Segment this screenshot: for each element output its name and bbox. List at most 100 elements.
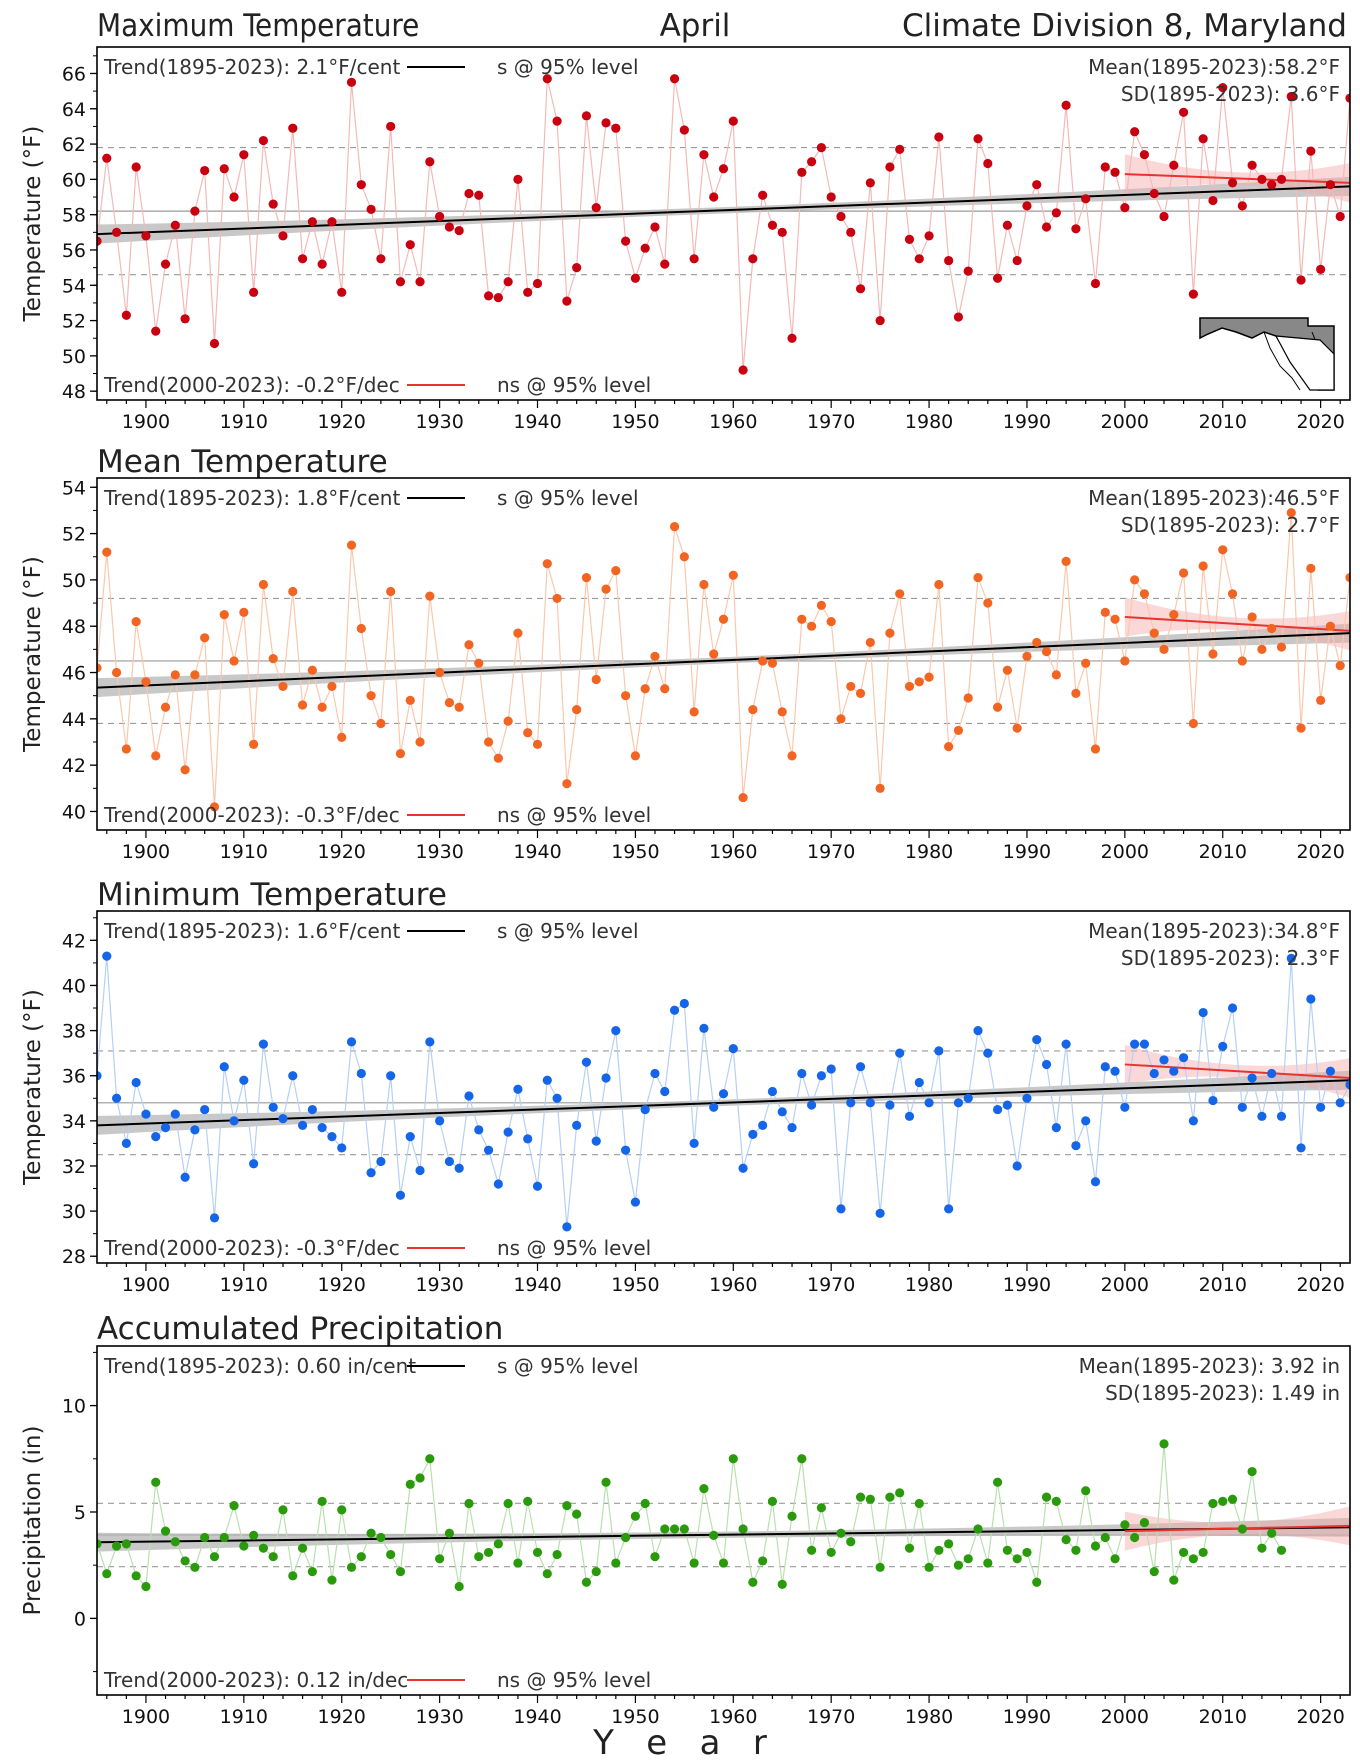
data-point: [111, 227, 122, 237]
data-point: [699, 150, 709, 160]
recent-trend-significance: ns @ 95% level: [497, 373, 651, 397]
data-point: [816, 143, 826, 153]
data-point: [1041, 222, 1052, 232]
data-point: [474, 1552, 484, 1562]
data-point: [102, 153, 112, 163]
data-point: [787, 1511, 797, 1521]
data-point: [386, 1071, 396, 1081]
data-point: [944, 742, 954, 752]
data-point: [297, 1120, 308, 1130]
data-point: [1041, 1059, 1052, 1070]
data-point: [601, 118, 611, 128]
data-point: [386, 586, 396, 597]
data-point: [523, 1496, 533, 1506]
x-tick-label: 1930: [415, 1706, 463, 1728]
data-point: [1335, 1098, 1345, 1108]
x-axis: 1900 1910 1920 1930 1940 1950 1960 1970 1980 1990…: [106, 1263, 1345, 1296]
data-point: [1130, 575, 1140, 585]
data-point: [601, 1477, 611, 1487]
x-tick-label: 2020: [1296, 1706, 1344, 1728]
data-point: [807, 1545, 817, 1555]
data-point: [435, 211, 445, 222]
data-point: [709, 192, 719, 202]
data-point: [1071, 1545, 1081, 1555]
data-point: [464, 640, 474, 650]
data-point: [1208, 1498, 1218, 1509]
data-point: [532, 1547, 543, 1558]
x-tick-label: 1980: [905, 1706, 953, 1728]
data-point: [454, 1163, 464, 1173]
y-tick-label: 56: [62, 240, 86, 262]
data-point: [1110, 1554, 1120, 1564]
data-point: [542, 1075, 552, 1085]
data-point: [914, 254, 924, 264]
plot-area: [97, 1439, 1350, 1592]
data-point: [356, 1552, 366, 1562]
data-point: [493, 1539, 503, 1549]
data-point: [572, 1120, 582, 1130]
x-tick-label: 1980: [905, 411, 953, 433]
data-point: [650, 1068, 660, 1079]
data-point: [317, 702, 327, 712]
y-axis: 40 42 44 46 48 50 52 54: [62, 477, 97, 823]
data-point: [1267, 623, 1277, 634]
data-point: [542, 1569, 552, 1579]
data-point: [1090, 278, 1101, 289]
data-point: [239, 607, 249, 617]
data-point: [621, 236, 631, 246]
data-point: [297, 254, 308, 264]
data-point: [1090, 744, 1101, 754]
data-point: [846, 1098, 856, 1108]
x-tick-label: 1970: [807, 1274, 855, 1296]
data-point: [807, 157, 817, 167]
data-point: [738, 792, 748, 803]
data-point: [1227, 1003, 1238, 1013]
y-axis-label: Precipitation (in): [20, 1426, 46, 1616]
data-point: [405, 240, 415, 250]
data-point: [953, 312, 964, 322]
data-point: [219, 164, 229, 174]
trend-significance: s @ 95% level: [497, 1354, 639, 1378]
data-point: [1100, 1532, 1110, 1543]
y-tick-label: 42: [62, 930, 86, 952]
data-point: [523, 1134, 533, 1144]
data-point: [787, 751, 797, 761]
panel-title: Accumulated Precipitation: [97, 1311, 503, 1347]
data-point: [1100, 607, 1110, 617]
data-point: [425, 1037, 435, 1047]
data-point: [483, 291, 494, 301]
data-point: [1149, 1566, 1159, 1577]
data-point: [1130, 1039, 1140, 1049]
data-point: [1120, 656, 1130, 666]
data-point: [170, 1537, 180, 1547]
data-point: [1159, 1055, 1169, 1065]
data-point: [728, 116, 738, 126]
data-point: [1149, 628, 1159, 638]
data-point: [924, 672, 934, 682]
data-point: [1257, 1111, 1267, 1121]
data-point: [523, 728, 533, 738]
data-point: [630, 751, 640, 761]
x-tick-label: 1990: [1003, 1706, 1051, 1728]
data-point: [493, 1179, 503, 1189]
y-axis: 0 5 10: [62, 1351, 97, 1673]
x-tick-label: 2010: [1199, 1706, 1247, 1728]
data-point: [953, 1098, 964, 1108]
x-tick-label: 1900: [122, 1706, 170, 1728]
data-point: [1276, 1111, 1287, 1121]
data-point: [97, 1071, 102, 1081]
data-point: [219, 1532, 229, 1543]
data-point: [1335, 660, 1345, 671]
data-point: [415, 1165, 425, 1176]
data-point: [572, 1509, 582, 1519]
data-point: [474, 190, 484, 200]
x-tick-label: 2000: [1101, 411, 1149, 433]
data-point: [1345, 572, 1350, 583]
data-point: [562, 1501, 572, 1511]
data-point: [493, 753, 503, 763]
data-point: [992, 273, 1003, 283]
data-point: [758, 190, 768, 200]
plot-frame: [96, 46, 1351, 401]
data-point: [278, 681, 288, 692]
sd-label: SD(1895-2023): 3.6°F: [1121, 82, 1340, 106]
